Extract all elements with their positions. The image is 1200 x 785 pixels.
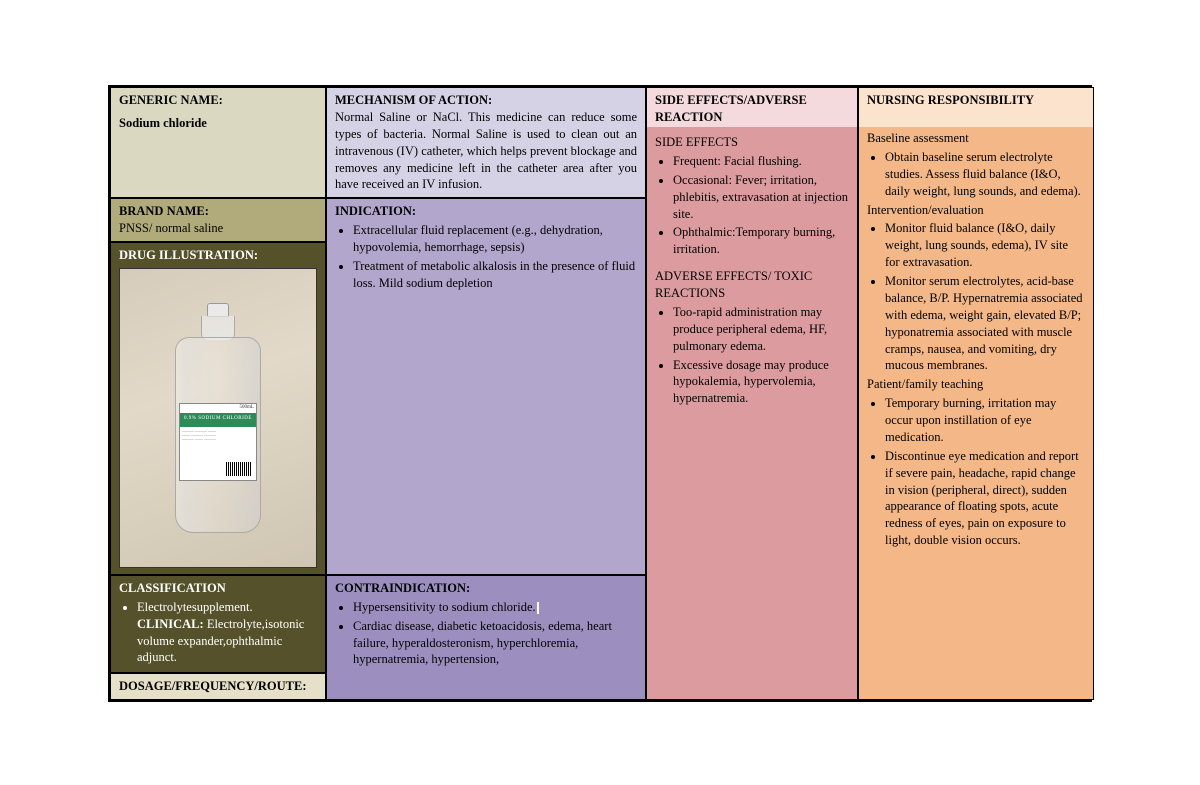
brand-name-cell: BRAND NAME: PNSS/ normal saline xyxy=(110,198,326,242)
generic-name-header: GENERIC NAME: xyxy=(119,92,317,109)
contraindication-item: Cardiac disease, diabetic ketoacidosis, … xyxy=(353,618,637,669)
moa-cell: MECHANISM OF ACTION: Normal Saline or Na… xyxy=(326,87,646,198)
drug-illustration-image: 500mL 0.9% SODIUM CHLORIDE ——— ——— ———— … xyxy=(119,268,317,568)
classification-cell: CLASSIFICATION Electrolytesupplement. CL… xyxy=(110,575,326,673)
nr-section-intervention: Intervention/evaluation xyxy=(867,202,1085,219)
nr-item: Monitor serum electrolytes, acid-base ba… xyxy=(885,273,1085,374)
classification-header: CLASSIFICATION xyxy=(119,580,317,597)
classification-item: Electrolytesupplement. CLINICAL: Electro… xyxy=(137,599,317,667)
side-effects-header-cell: SIDE EFFECTS/ADVERSE REACTION xyxy=(646,87,858,127)
nr-section-baseline: Baseline assessment xyxy=(867,130,1085,147)
drug-card: GENERIC NAME: Sodium chloride BRAND NAME… xyxy=(108,85,1092,702)
moa-header: MECHANISM OF ACTION: xyxy=(335,92,637,109)
nr-item: Temporary burning, irritation may occur … xyxy=(885,395,1085,446)
side-effect-item: Frequent: Facial flushing. xyxy=(673,153,849,170)
drug-illustration-header: DRUG ILLUSTRATION: xyxy=(119,247,317,264)
barcode-icon xyxy=(226,462,252,476)
nr-item: Obtain baseline serum electrolyte studie… xyxy=(885,149,1085,200)
brand-name-value: PNSS/ normal saline xyxy=(119,221,223,235)
indication-header: INDICATION: xyxy=(335,203,637,220)
generic-name-value: Sodium chloride xyxy=(119,115,317,132)
indication-item: Treatment of metabolic alkalosis in the … xyxy=(353,258,637,292)
adverse-effects-subheader: ADVERSE EFFECTS/ TOXIC REACTIONS xyxy=(655,268,849,302)
drug-illustration-cell: DRUG ILLUSTRATION: 500mL 0.9% SODIUM CHL… xyxy=(110,242,326,575)
side-effects-cell: SIDE EFFECTS Frequent: Facial flushing. … xyxy=(646,87,858,700)
contraindication-header: CONTRAINDICATION: xyxy=(335,580,637,597)
contraindication-item: Hypersensitivity to sodium chloride. xyxy=(353,599,637,616)
iv-bottle-icon: 500mL 0.9% SODIUM CHLORIDE ——— ——— ———— … xyxy=(175,303,261,533)
bottle-volume: 500mL xyxy=(180,404,256,413)
moa-body: Normal Saline or NaCl. This medicine can… xyxy=(335,109,637,193)
generic-name-cell: GENERIC NAME: Sodium chloride xyxy=(110,87,326,198)
nr-section-teaching: Patient/family teaching xyxy=(867,376,1085,393)
side-effects-header: SIDE EFFECTS/ADVERSE REACTION xyxy=(655,93,807,124)
nursing-responsibility-cell: Baseline assessment Obtain baseline seru… xyxy=(858,87,1094,700)
dosage-cell: DOSAGE/FREQUENCY/ROUTE: xyxy=(110,673,326,700)
nursing-responsibility-header: NURSING RESPONSIBILITY xyxy=(867,93,1034,107)
adverse-effect-item: Too-rapid administration may produce per… xyxy=(673,304,849,355)
nursing-responsibility-header-cell: NURSING RESPONSIBILITY xyxy=(858,87,1094,127)
side-effects-subheader: SIDE EFFECTS xyxy=(655,134,849,151)
dosage-header: DOSAGE/FREQUENCY/ROUTE: xyxy=(119,679,307,693)
adverse-effect-item: Excessive dosage may produce hypokalemia… xyxy=(673,357,849,408)
brand-name-header: BRAND NAME: xyxy=(119,204,209,218)
text-cursor-icon xyxy=(537,602,539,614)
indication-item: Extracellular fluid replacement (e.g., d… xyxy=(353,222,637,256)
side-effect-item: Ophthalmic:Temporary burning, irritation… xyxy=(673,224,849,258)
bottle-label-text: ——— ——— ———— ——— —————— —— ——— xyxy=(180,427,256,444)
contraindication-cell: CONTRAINDICATION: Hypersensitivity to so… xyxy=(326,575,646,700)
side-effect-item: Occasional: Fever; irritation, phlebitis… xyxy=(673,172,849,223)
nr-item: Discontinue eye medication and report if… xyxy=(885,448,1085,549)
indication-cell: INDICATION: Extracellular fluid replacem… xyxy=(326,198,646,575)
bottle-label-band: 0.9% SODIUM CHLORIDE xyxy=(180,413,256,427)
nr-item: Monitor fluid balance (I&O, daily weight… xyxy=(885,220,1085,271)
